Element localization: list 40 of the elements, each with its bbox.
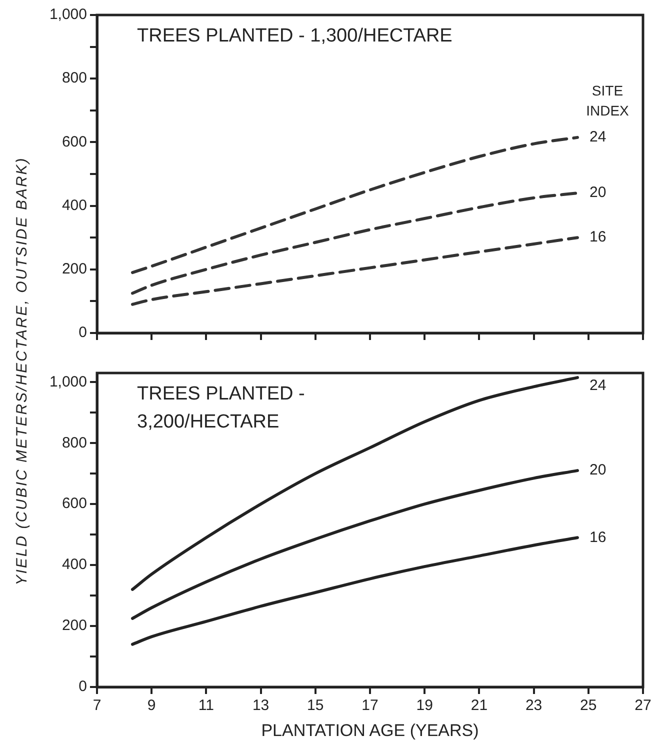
y-tick-label: 200 (62, 260, 87, 278)
series-label: 16 (589, 528, 606, 546)
x-tick-label: 17 (362, 697, 378, 714)
line-series (130, 192, 579, 295)
y-axis-title: YIELD (CUBIC METERS/HECTARE, OUTSIDE BARK) (14, 156, 30, 586)
x-axis-title: PLANTATION AGE (YEARS) (261, 721, 479, 740)
x-tick-label: 27 (634, 697, 652, 714)
line-series (130, 136, 579, 274)
y-tick-label: 1,000 (49, 6, 87, 24)
y-tick-label: 200 (62, 617, 87, 634)
series-label: 16 (589, 228, 606, 246)
x-tick-label: 25 (580, 697, 597, 714)
series-label: 20 (589, 462, 606, 479)
line-series (130, 469, 579, 620)
line-series (130, 376, 579, 591)
series-label: 20 (589, 184, 606, 202)
y-tick-label: 600 (62, 133, 87, 150)
annotation: SITE INDEX (586, 82, 630, 118)
y-tick-label: 400 (62, 556, 87, 574)
x-tick-label: 7 (92, 697, 102, 714)
text: TREES PLANTED - 3,200/HECTARE (137, 384, 305, 433)
y-tick-label: 1,000 (49, 373, 87, 390)
y-tick-label: 800 (62, 434, 87, 452)
x-tick-label: 11 (198, 697, 214, 714)
y-tick-label: 0 (78, 678, 87, 696)
x-tick-label: 9 (147, 697, 156, 714)
y-tick-label: 800 (62, 70, 87, 87)
x-tick-label: 23 (525, 697, 542, 714)
x-tick-label: 15 (307, 697, 324, 714)
line-series (130, 536, 579, 646)
y-tick-label: 400 (62, 196, 87, 214)
y-tick-label: 600 (62, 495, 87, 512)
line-series (130, 236, 579, 306)
text: TREES PLANTED - 1,300/HECTARE (137, 26, 452, 47)
x-tick-label: 19 (416, 697, 433, 714)
y-tick-label: 0 (78, 324, 87, 342)
x-tick-label: 13 (252, 697, 270, 714)
x-tick-label: 21 (470, 697, 488, 714)
series-label: 24 (589, 128, 606, 146)
series-label: 24 (589, 377, 606, 394)
